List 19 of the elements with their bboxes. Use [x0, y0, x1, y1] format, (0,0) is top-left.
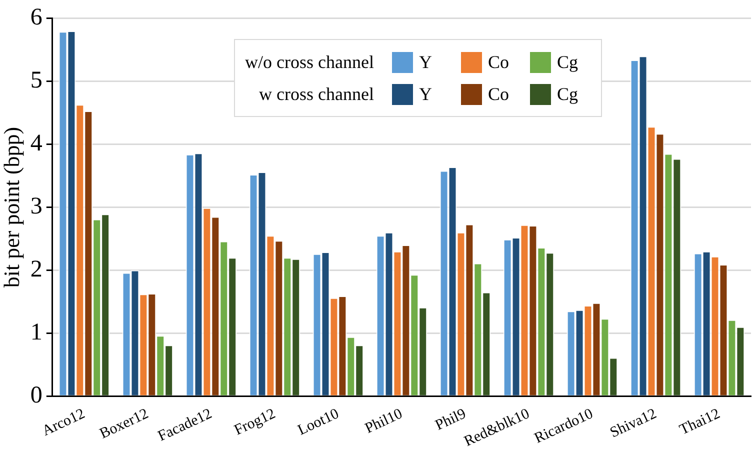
y-axis-title: bit per point (bpp): [0, 126, 24, 288]
y-tick-label: 2: [30, 256, 42, 282]
y-tick-label: 3: [30, 194, 42, 220]
legend-label: Y: [418, 84, 433, 104]
y-tick-label: 5: [30, 68, 42, 94]
legend-label: Cg: [556, 84, 579, 104]
y-tick-label: 0: [30, 382, 42, 408]
legend-label: Y: [418, 52, 433, 72]
x-tick-label: Phil9: [433, 406, 469, 434]
legend-label: Co: [488, 52, 510, 72]
annotation: w cross channel: [259, 84, 374, 104]
x-tick-label: Phil10: [362, 406, 406, 438]
annotation: w/o cross channel: [245, 52, 374, 72]
legend-label: Cg: [556, 52, 579, 72]
x-tick-label: Thai12: [677, 406, 723, 438]
y-tick-label: 4: [30, 130, 42, 157]
legend-label: Co: [488, 84, 510, 104]
y-tick-label: 6: [30, 4, 42, 31]
y-tick-label: 1: [30, 319, 42, 346]
